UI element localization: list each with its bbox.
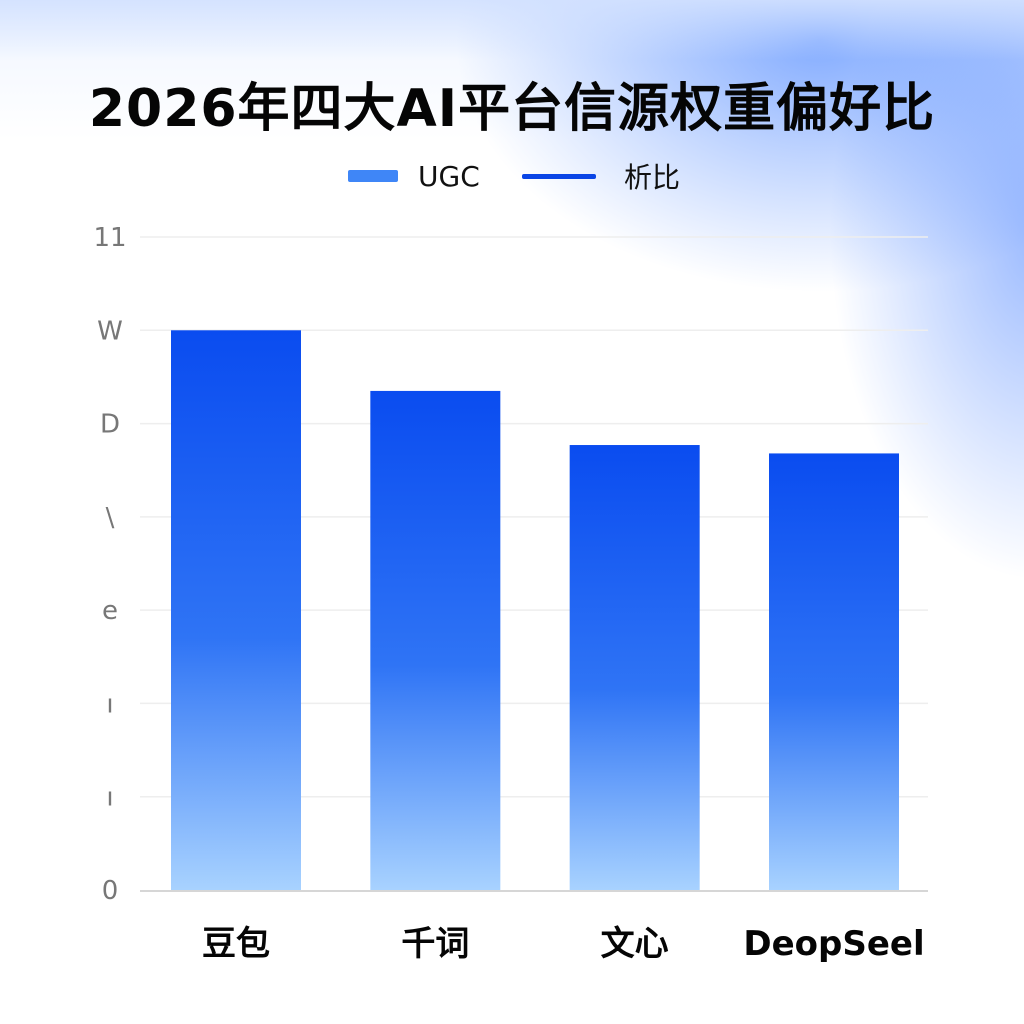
y-tick-label: 0	[102, 876, 119, 906]
x-axis: 豆包 千词 文心 DeopSeel	[202, 924, 925, 964]
legend-swatch-ugc	[348, 170, 398, 182]
x-tick-label: 千词	[401, 924, 469, 964]
y-tick-label: e	[102, 596, 118, 626]
chart-title: 2026年四大AI平台信源权重偏好比	[88, 79, 936, 139]
y-axis: 0 ı ı e \ D W 11	[93, 223, 126, 906]
bar-3	[569, 445, 700, 890]
bar-1	[171, 330, 301, 890]
bars-layer	[171, 330, 899, 890]
x-tick-label: DeopSeel	[743, 924, 924, 964]
legend-line-ratio	[522, 173, 596, 179]
legend-item-ratio: 析比	[522, 158, 680, 194]
y-tick-label: D	[100, 410, 120, 440]
y-tick-label: ı	[106, 689, 113, 719]
y-tick-label: ı	[106, 783, 113, 813]
legend: UGC 析比	[0, 158, 1024, 194]
legend-label-ratio: 析比	[624, 161, 681, 194]
legend-label-ugc: UGC	[418, 159, 480, 193]
y-tick-label: 11	[93, 223, 126, 253]
x-tick-label: 豆包	[202, 924, 270, 964]
bar-2	[370, 390, 501, 890]
y-tick-label: \	[106, 503, 115, 533]
x-tick-label: 文心	[601, 924, 669, 964]
legend-item-ugc: UGC	[348, 158, 480, 194]
bar-4	[769, 453, 899, 890]
y-tick-label: W	[97, 316, 123, 346]
